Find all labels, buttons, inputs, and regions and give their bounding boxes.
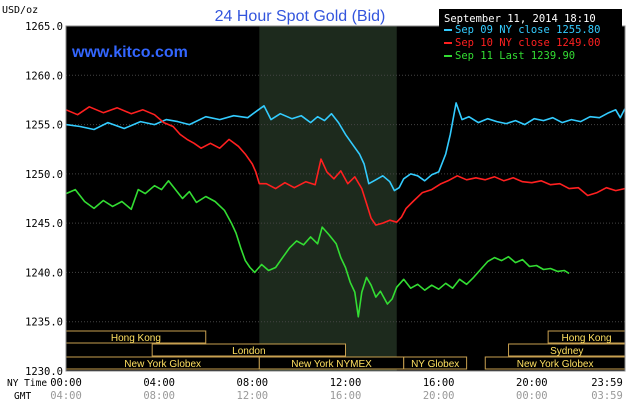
session-label: NY Globex bbox=[411, 359, 459, 370]
x-tick-label-ny: 16:00 bbox=[423, 377, 455, 389]
session-label: New York Globex bbox=[124, 359, 201, 370]
nymex-session-shade bbox=[259, 26, 397, 371]
session-label: New York Globex bbox=[517, 359, 594, 370]
x-tick-label-gmt: 03:59 bbox=[591, 390, 623, 402]
session-label: New York NYMEX bbox=[291, 359, 372, 370]
price-series bbox=[65, 102, 626, 318]
x-tick-label-gmt: 00:00 bbox=[516, 390, 548, 402]
series-line bbox=[65, 180, 570, 318]
watermark: www.kitco.com bbox=[71, 44, 188, 61]
x-tick-label-ny: 20:00 bbox=[516, 377, 548, 389]
y-tick-label: 1250.0 bbox=[25, 169, 63, 181]
x-tick-label-ny: 23:59 bbox=[591, 377, 623, 389]
y-tick-label: 1240.0 bbox=[25, 267, 63, 279]
ny-time-label: NY Time bbox=[7, 378, 47, 389]
unit-label: USD/oz bbox=[2, 5, 38, 16]
series-line bbox=[65, 106, 625, 226]
x-tick-label-gmt: 16:00 bbox=[330, 390, 362, 402]
x-tick-label-ny: 04:00 bbox=[143, 377, 175, 389]
session-label: Sydney bbox=[550, 346, 583, 357]
y-tick-label: 1265.0 bbox=[25, 21, 63, 33]
plot-border bbox=[65, 25, 626, 372]
y-tick-label: 1260.0 bbox=[25, 70, 63, 82]
x-tick-label-ny: 08:00 bbox=[237, 377, 269, 389]
legend-label: Sep 11 Last 1239.90 bbox=[455, 50, 575, 62]
x-tick-label-gmt: 08:00 bbox=[143, 390, 175, 402]
y-axis: 1265.0 1260.0 1255.0 1250.0 1245.0 1240.0 1235… bbox=[25, 21, 63, 378]
session-box bbox=[151, 343, 346, 357]
session-box bbox=[403, 356, 468, 370]
x-axis: NY Time GMT 00:00 04:00 08:00 12:00 16:00 20:… bbox=[7, 377, 623, 402]
x-tick-label-ny: 12:00 bbox=[330, 377, 362, 389]
y-tick-label: 1235.0 bbox=[25, 317, 63, 329]
legend-label: Sep 10 NY close 1249.00 bbox=[455, 37, 600, 49]
legend-label: Sep 09 NY close 1255.80 bbox=[455, 24, 600, 36]
series-line bbox=[65, 102, 626, 192]
grid-lines bbox=[66, 74, 625, 323]
session-label: Hong Kong bbox=[562, 333, 612, 344]
x-tick-label-gmt: 12:00 bbox=[237, 390, 269, 402]
y-tick-label: 1230.0 bbox=[25, 366, 63, 378]
chart-title: 24 Hour Spot Gold (Bid) bbox=[215, 8, 386, 25]
session-label: London bbox=[232, 346, 265, 357]
header-date: September 11, 2014 18:10 bbox=[444, 13, 596, 25]
market-sessions: Hong Kong London New York Globex New York N… bbox=[65, 330, 626, 370]
gmt-label: GMT bbox=[14, 391, 31, 402]
session-label: Hong Kong bbox=[111, 333, 161, 344]
x-tick-label-ny: 00:00 bbox=[50, 377, 82, 389]
x-tick-label-gmt: 04:00 bbox=[50, 390, 82, 402]
legend-box: September 11, 2014 18:10 Sep 09 NY close… bbox=[439, 9, 622, 65]
legend-background bbox=[439, 9, 622, 65]
y-tick-label: 1245.0 bbox=[25, 218, 63, 230]
y-tick-label: 1255.0 bbox=[25, 120, 63, 132]
x-tick-label-gmt: 20:00 bbox=[423, 390, 455, 402]
